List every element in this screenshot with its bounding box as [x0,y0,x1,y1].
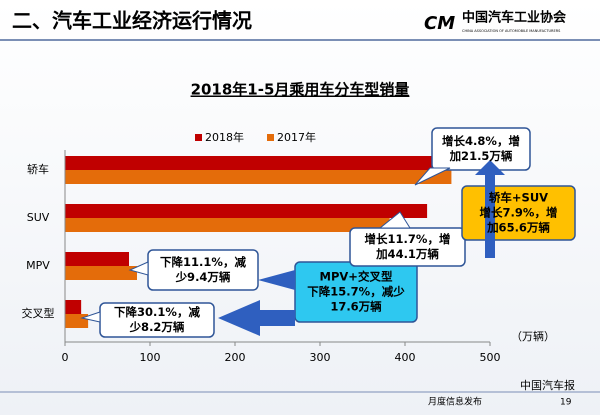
bar [65,156,470,170]
legend-label: 2018年 [205,130,244,144]
x-tick-label: 100 [140,351,161,364]
callout-tail [378,211,411,229]
callout-text: 下降15.7%，减少 [307,285,405,299]
arrow [475,160,505,258]
axis-unit: （万辆） [511,329,555,343]
legend-swatch [195,134,202,141]
bar [65,252,130,266]
callout-text: MPV+交叉型 [320,270,393,284]
callout-tail [80,311,101,323]
bar [65,204,428,218]
callout-text: 增长11.7%，增 [365,232,451,246]
legend-swatch [267,134,274,141]
category-label: 轿车 [27,162,49,176]
x-tick-label: 500 [480,351,501,364]
callout-text: 少9.4万辆 [175,270,231,284]
bar [65,266,137,280]
footer-text: 月度信息发布 [428,396,482,408]
watermark: 中国汽车报 [520,378,575,392]
category-label: SUV [27,211,50,224]
arrow [218,300,295,336]
category-label: MPV [26,259,50,272]
callout-text: 下降11.1%，减 [160,255,246,269]
callout-text: 少8.2万辆 [129,320,185,334]
callout-text: 17.6万辆 [330,300,382,314]
bar [65,314,89,328]
category-label: 交叉型 [22,306,55,320]
x-tick-label: 300 [310,351,331,364]
callout-text: 轿车+SUV [489,191,548,205]
slide-title: 二、汽车工业经济运行情况 [12,9,252,33]
bar [65,170,452,184]
logo-mark: CM [424,13,455,34]
callout-tail [414,167,451,186]
x-tick-label: 400 [395,351,416,364]
x-tick-label: 200 [225,351,246,364]
callout-text: 下降30.1%，减 [114,305,200,319]
logo-text: 中国汽车工业协会 [462,10,567,26]
x-tick-label: 0 [62,351,69,364]
arrow [258,270,295,290]
callout-text: 加65.6万辆 [486,221,550,235]
bar [65,218,390,232]
callout-text: 增长4.8%，增 [442,134,520,148]
legend-label: 2017年 [277,130,316,144]
callout-text: 增长7.9%，增 [480,206,558,220]
logo-subtext: CHINA ASSOCIATION OF AUTOMOBILE MANUFACT… [462,29,561,33]
page-number: 19 [560,398,572,408]
chart-title: 2018年1-5月乘用车分车型销量 [191,81,410,99]
callout-tail [128,261,149,276]
callout-text: 加21.5万辆 [449,149,513,163]
callout-text: 加44.1万辆 [375,247,439,261]
bar [65,300,82,314]
annotations: 增长4.8%，增加21.5万辆轿车+SUV增长7.9%，增加65.6万辆增长11… [80,127,576,338]
